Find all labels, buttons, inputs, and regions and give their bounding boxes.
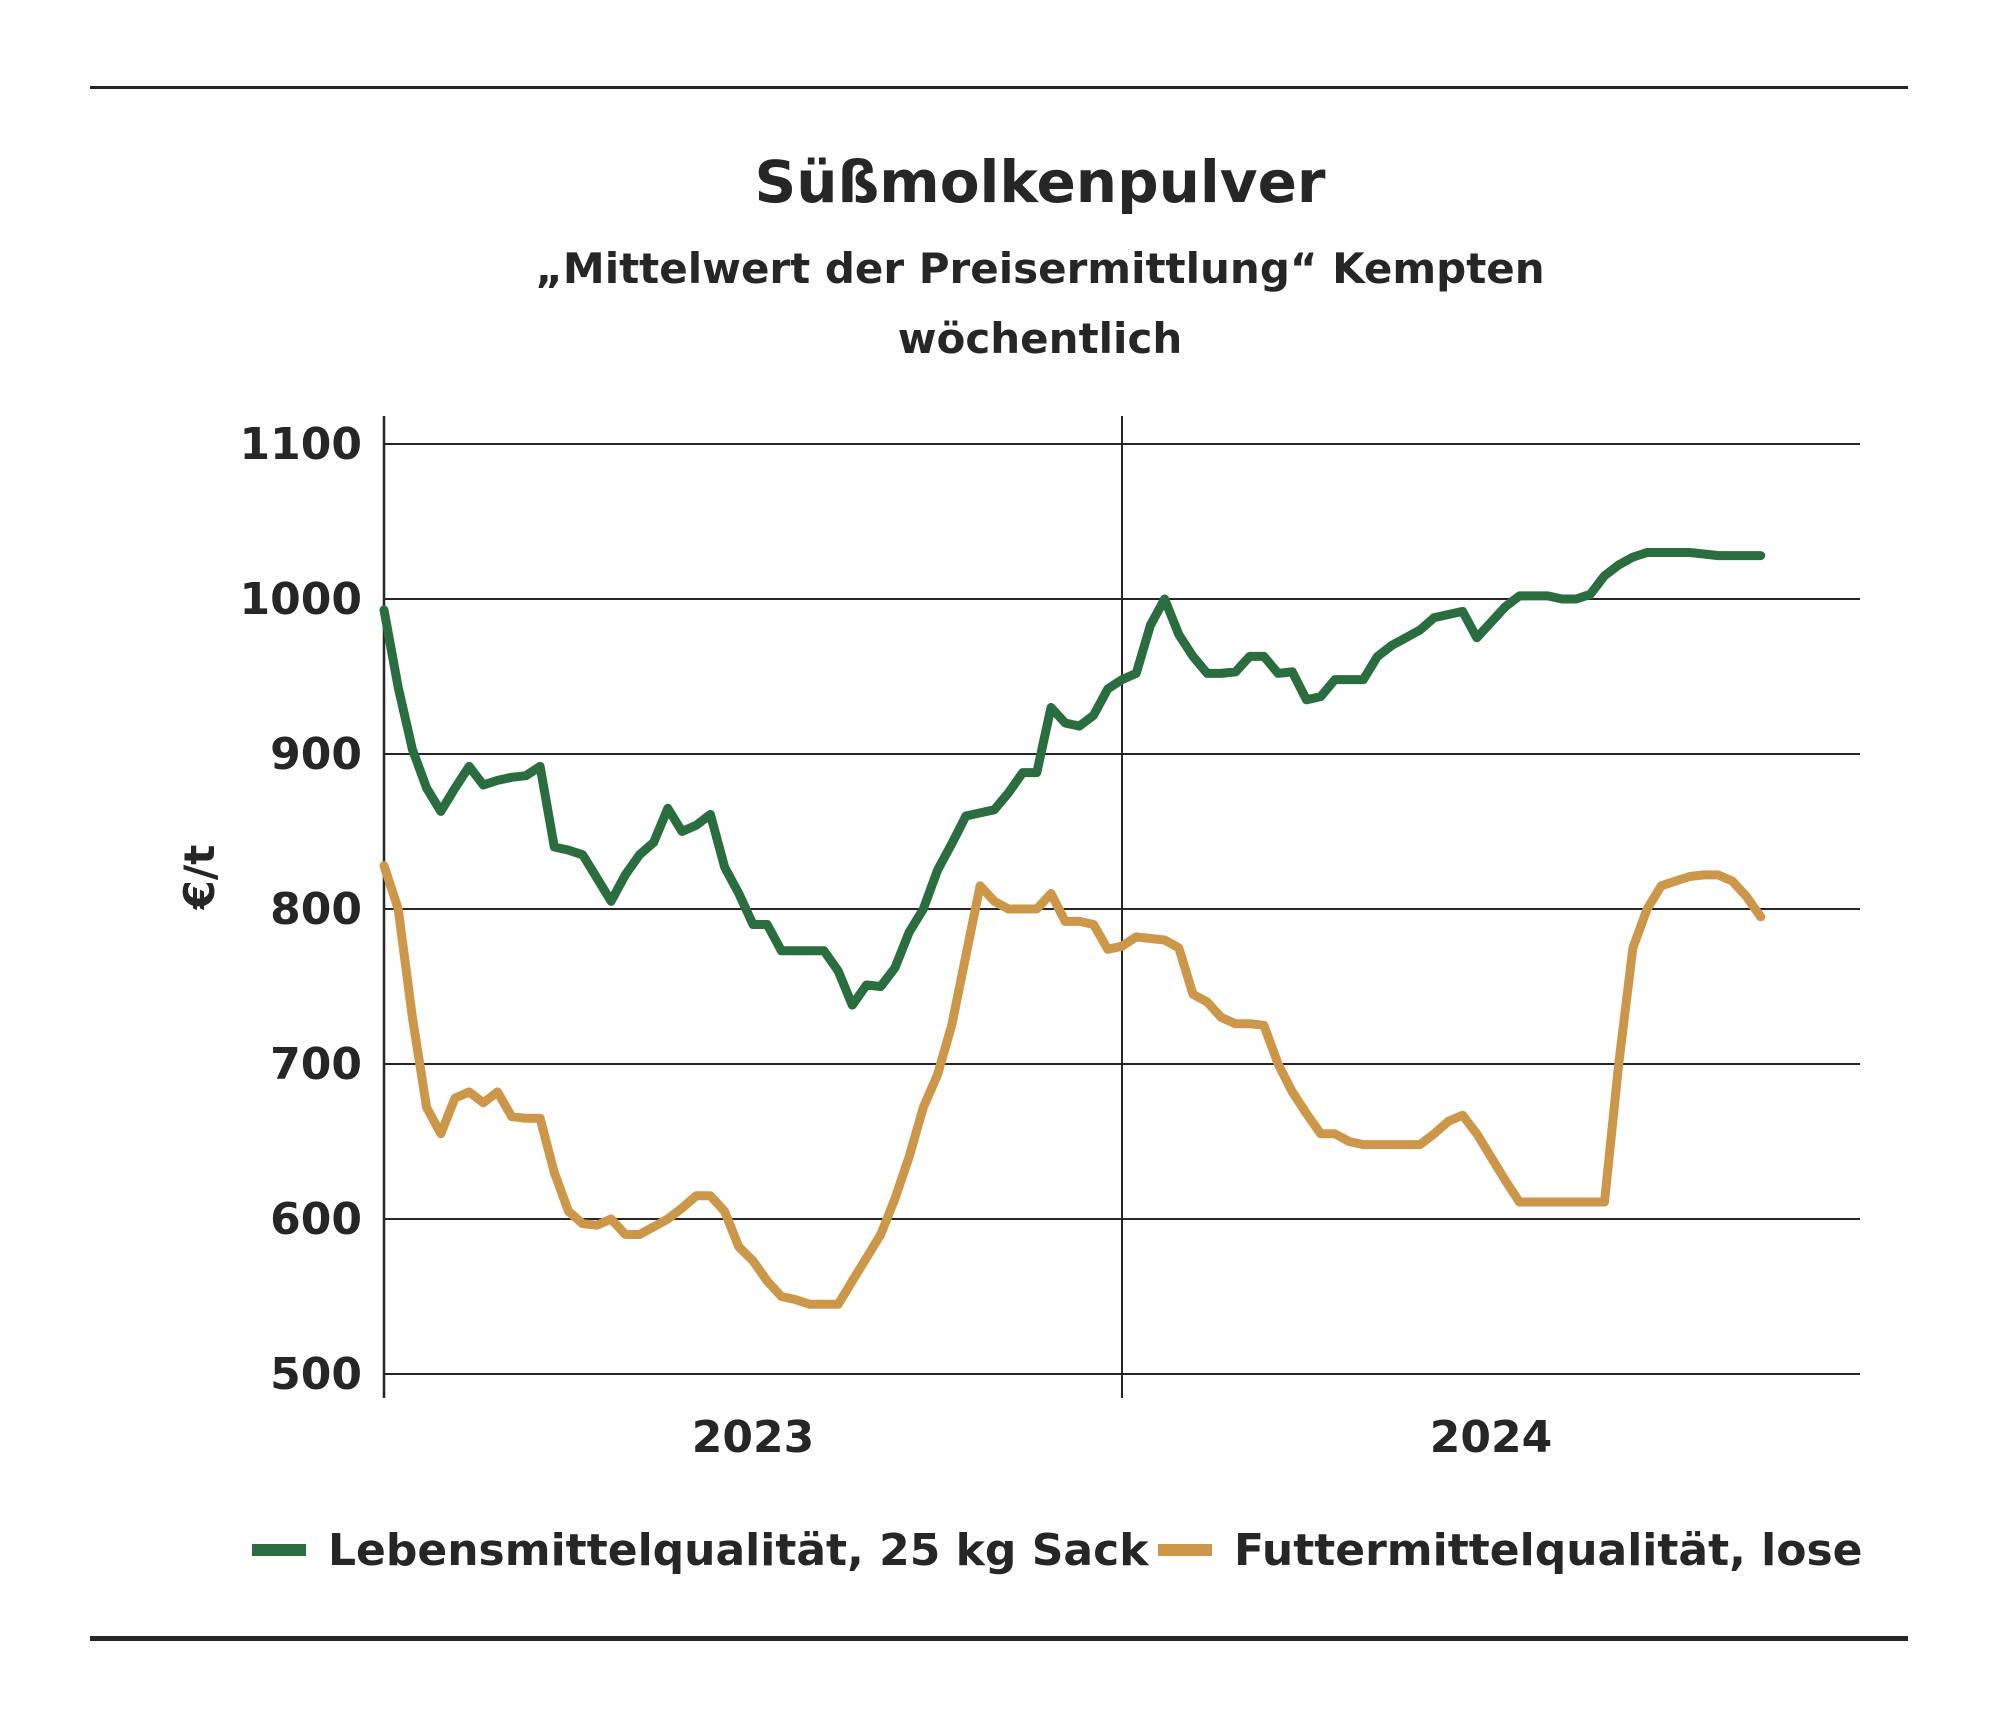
legend-item-food-grade: Lebensmittelqualität, 25 kg Sack [252, 1522, 1148, 1578]
chart-title: Süßmolkenpulver [754, 148, 1326, 216]
y-tick-label: 600 [270, 1194, 362, 1245]
series-line-1 [379, 861, 1766, 1309]
chart-subtitle-frequency: wöchentlich [897, 314, 1183, 363]
tick-labels: 500 600 700 800 900 1000 1100 2023 2024 [240, 419, 1553, 1463]
y-tick-label: 1000 [240, 574, 362, 625]
series-line-0 [379, 548, 1766, 1010]
top-rule [90, 86, 1908, 89]
y-tick-label: 700 [270, 1039, 362, 1090]
x-year-label: 2023 [692, 1412, 814, 1463]
axes [382, 416, 1123, 1398]
series-lines [379, 548, 1766, 1309]
legend-swatch-feed-grade [1158, 1544, 1212, 1556]
x-year-label: 2024 [1430, 1412, 1552, 1463]
legend-item-feed-grade: Futtermittelqualität, lose [1158, 1522, 1863, 1578]
bottom-rule [90, 1636, 1908, 1641]
y-tick-label: 1100 [240, 419, 362, 470]
legend-label-feed-grade: Futtermittelqualität, lose [1234, 1524, 1863, 1576]
y-tick-label: 900 [270, 729, 362, 780]
chart-subtitle: „Mittelwert der Preisermittlung“ Kempten [535, 244, 1545, 293]
y-tick-label: 800 [270, 884, 362, 935]
legend-label-food-grade: Lebensmittelqualität, 25 kg Sack [328, 1524, 1149, 1576]
y-tick-label: 500 [270, 1349, 362, 1400]
legend-swatch-food-grade [252, 1544, 306, 1556]
